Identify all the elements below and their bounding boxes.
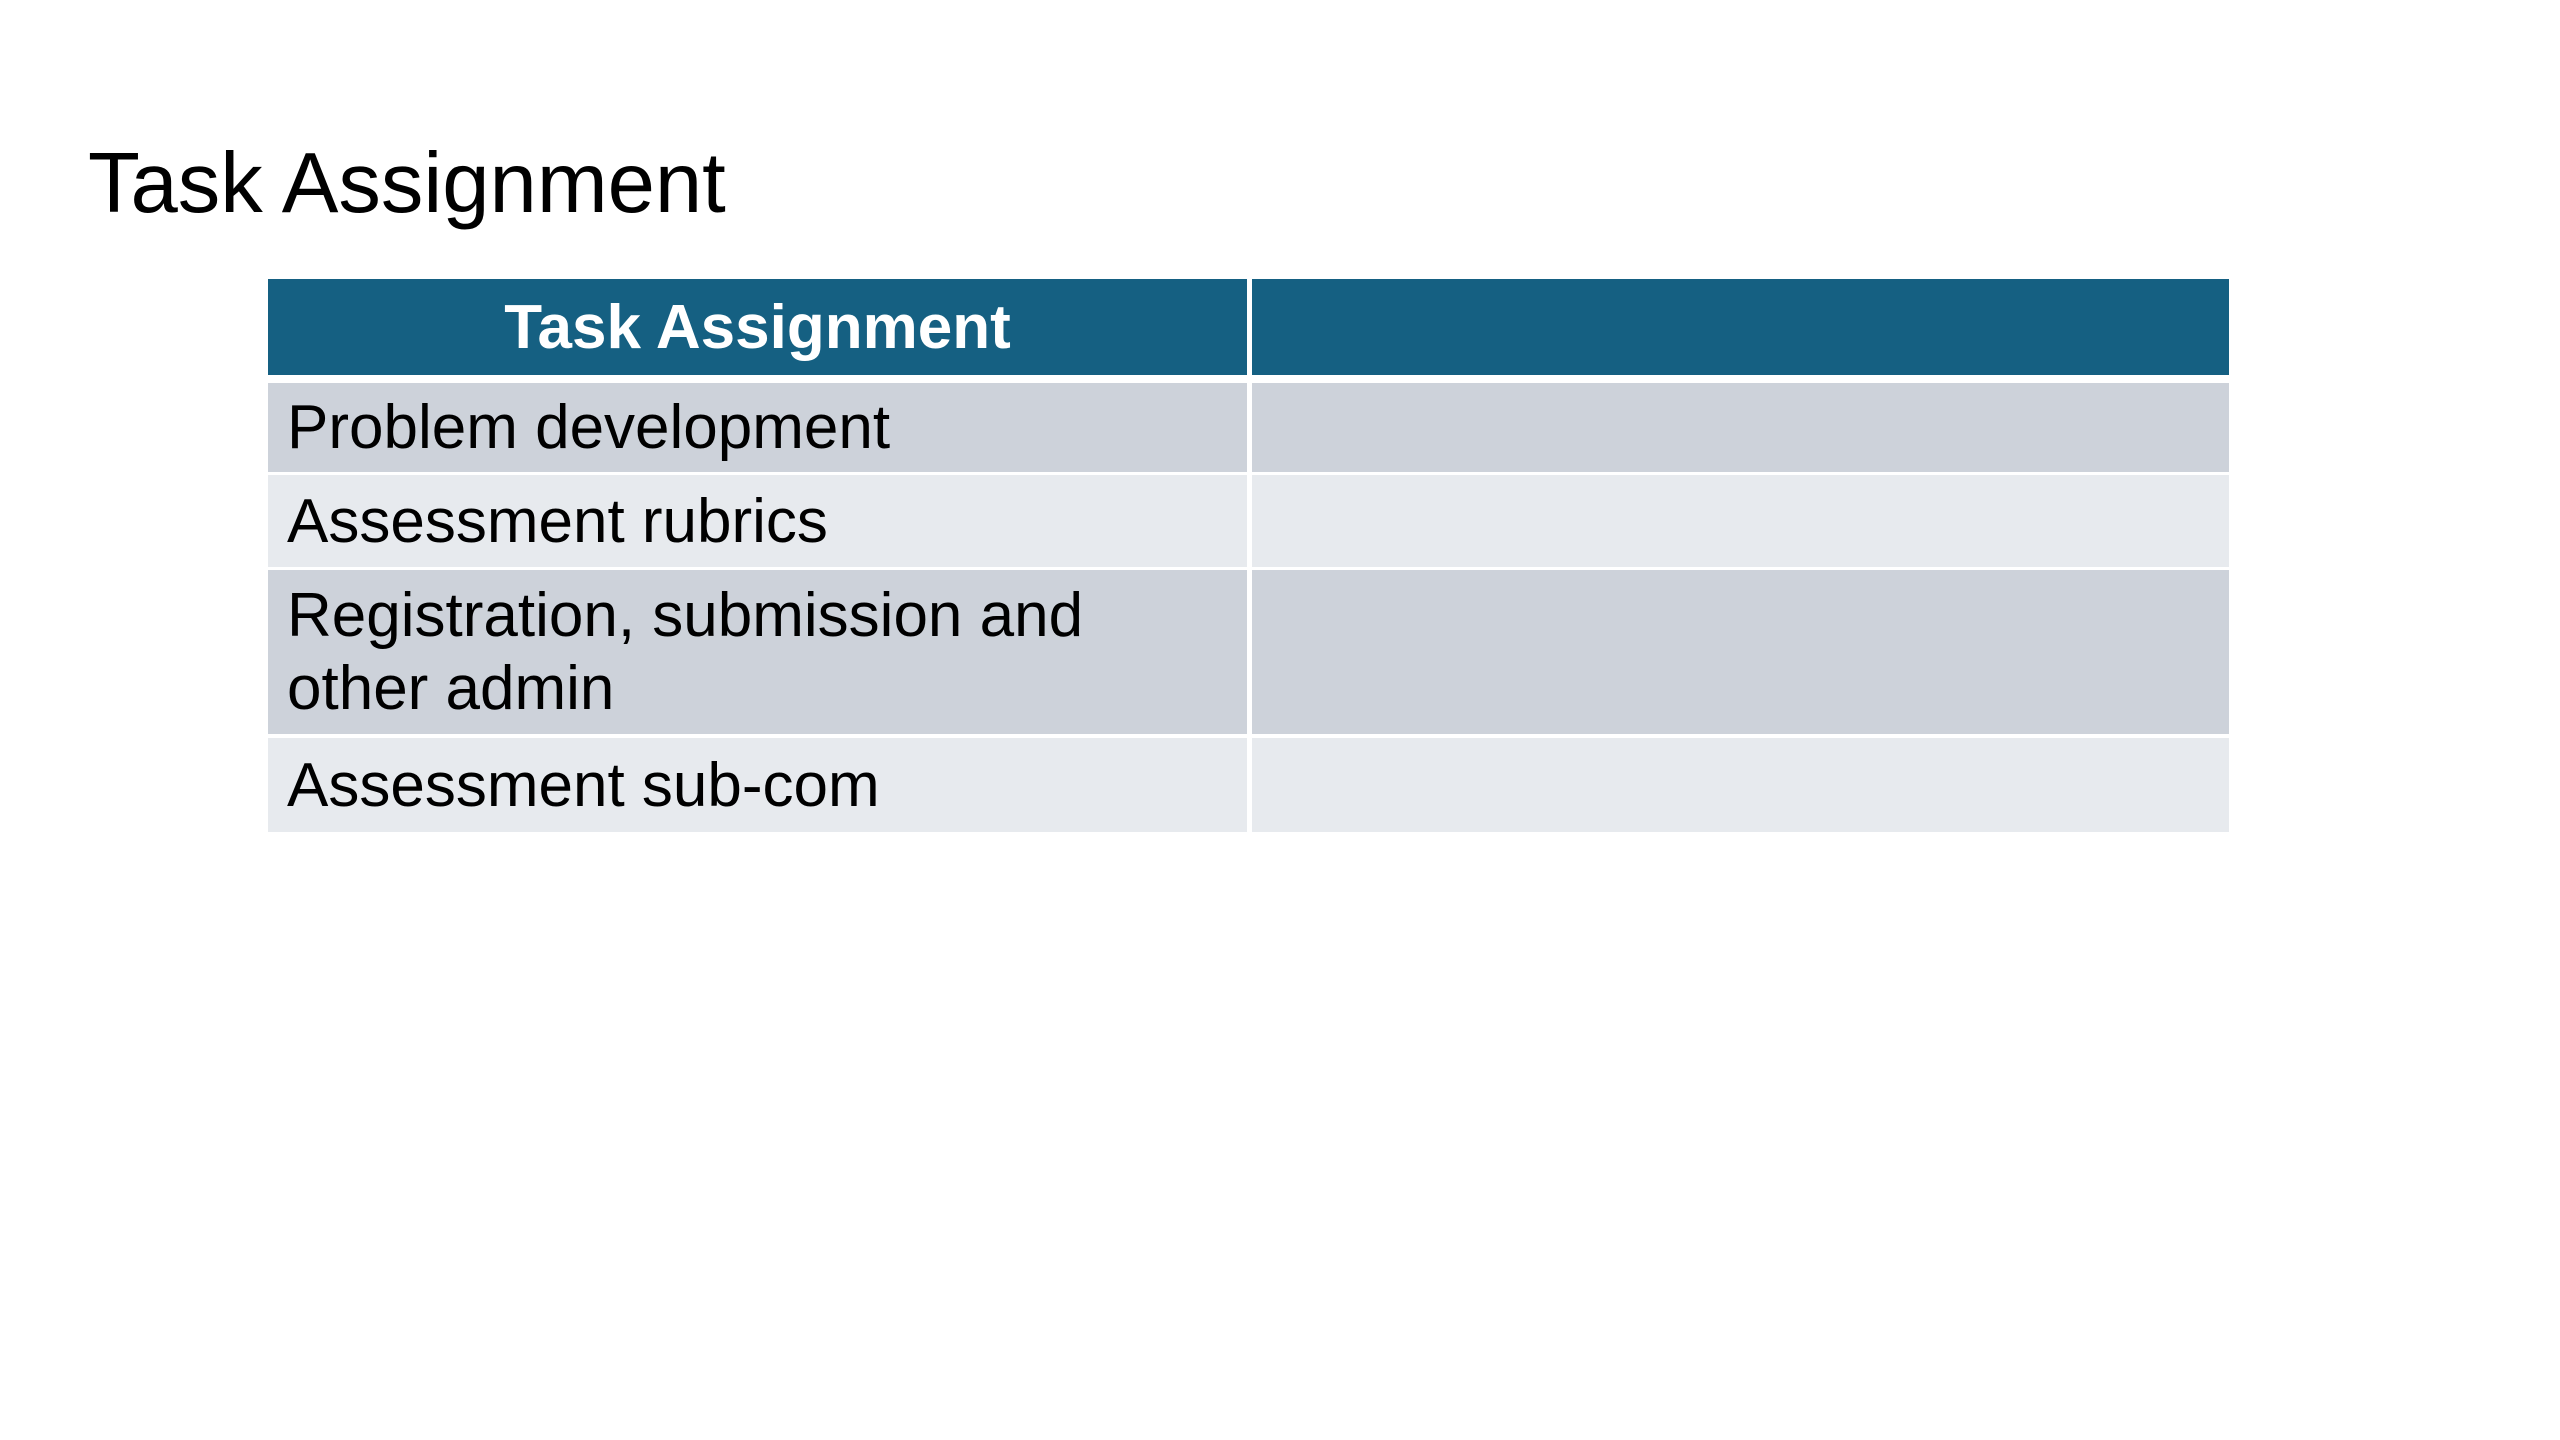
table-row: Assessment sub-com [268, 738, 2229, 832]
table-row: Registration, submission and other admin [268, 570, 2229, 734]
assignee-cell [1252, 383, 2229, 472]
header-cell-task-assignment: Task Assignment [268, 279, 1247, 375]
column-divider [1247, 475, 1252, 567]
column-divider [1247, 570, 1252, 734]
column-divider [1247, 279, 1252, 375]
task-table: Task Assignment Problem development Asse… [268, 279, 2229, 832]
task-cell: Assessment rubrics [268, 475, 1247, 567]
column-divider [1247, 738, 1252, 832]
assignee-cell [1252, 570, 2229, 734]
task-cell: Problem development [268, 383, 1247, 472]
task-cell: Registration, submission and other admin [268, 570, 1247, 734]
table-row: Problem development [268, 383, 2229, 472]
table-row: Assessment rubrics [268, 475, 2229, 567]
table-header-row: Task Assignment [268, 279, 2229, 375]
task-cell: Assessment sub-com [268, 738, 1247, 832]
assignee-cell [1252, 475, 2229, 567]
header-cell-empty [1252, 279, 2229, 375]
assignee-cell [1252, 738, 2229, 832]
slide-title: Task Assignment [88, 135, 726, 231]
column-divider [1247, 383, 1252, 472]
